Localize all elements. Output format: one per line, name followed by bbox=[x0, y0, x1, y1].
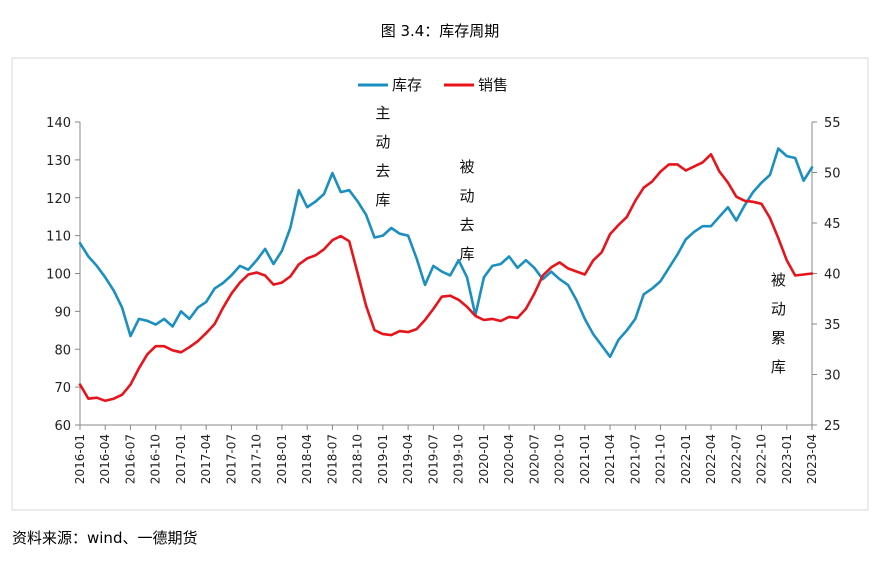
x-tick-label: 2017-07 bbox=[224, 434, 238, 484]
x-tick-label: 2016-01 bbox=[73, 434, 87, 484]
right-tick-label: 50 bbox=[824, 167, 841, 182]
x-tick-label: 2018-07 bbox=[325, 434, 339, 484]
x-tick-label: 2018-04 bbox=[300, 434, 314, 484]
right-tick-label: 55 bbox=[824, 116, 841, 131]
left-tick-label: 110 bbox=[46, 230, 71, 245]
x-tick-label: 2019-10 bbox=[452, 434, 466, 484]
x-tick-label: 2021-07 bbox=[628, 434, 642, 484]
left-tick-label: 130 bbox=[46, 154, 71, 169]
x-tick-label: 2023-01 bbox=[780, 434, 794, 484]
left-tick-label: 80 bbox=[54, 343, 71, 358]
x-tick-label: 2019-07 bbox=[426, 434, 440, 484]
annotation-label: 主动去库 bbox=[375, 104, 390, 209]
x-tick-label: 2020-07 bbox=[527, 434, 541, 484]
left-tick-label: 100 bbox=[46, 268, 71, 283]
x-tick-label: 2022-10 bbox=[755, 434, 769, 484]
x-tick-label: 2021-04 bbox=[603, 434, 617, 484]
x-tick-label: 2019-01 bbox=[376, 434, 390, 484]
source-note: 资料来源：wind、一德期货 bbox=[12, 529, 198, 547]
right-tick-label: 45 bbox=[824, 217, 841, 232]
right-tick-label: 25 bbox=[824, 419, 841, 434]
x-tick-label: 2017-10 bbox=[250, 434, 264, 484]
x-tick-label: 2020-01 bbox=[477, 434, 491, 484]
x-tick-label: 2016-07 bbox=[123, 434, 137, 484]
x-tick-label: 2019-04 bbox=[401, 434, 415, 484]
left-tick-label: 70 bbox=[54, 381, 71, 396]
series-line-inventory bbox=[78, 147, 814, 359]
x-tick-label: 2021-01 bbox=[578, 434, 592, 484]
x-tick-label: 2018-10 bbox=[351, 434, 365, 484]
legend-label-inventory: 库存 bbox=[392, 76, 422, 94]
chart-title: 图 3.4：库存周期 bbox=[380, 22, 500, 40]
x-tick-label: 2017-01 bbox=[174, 434, 188, 484]
x-tick-label: 2022-01 bbox=[679, 434, 693, 484]
left-tick-label: 90 bbox=[54, 305, 71, 320]
right-tick-label: 35 bbox=[824, 318, 841, 333]
x-tick-label: 2018-01 bbox=[275, 434, 289, 484]
annotation-label: 被动累库 bbox=[771, 271, 786, 376]
x-tick-label: 2021-10 bbox=[654, 434, 668, 484]
series-line-sales bbox=[78, 153, 814, 403]
x-tick-label: 2022-04 bbox=[704, 434, 718, 484]
legend-label-sales: 销售 bbox=[478, 76, 508, 94]
x-tick-label: 2020-04 bbox=[502, 434, 516, 484]
x-tick-label: 2020-10 bbox=[553, 434, 567, 484]
x-tick-label: 2016-04 bbox=[98, 434, 112, 484]
left-tick-label: 140 bbox=[46, 116, 71, 131]
left-tick-label: 120 bbox=[46, 192, 71, 207]
right-tick-label: 30 bbox=[824, 369, 841, 384]
x-tick-label: 2022-07 bbox=[729, 434, 743, 484]
chart-frame bbox=[11, 57, 869, 511]
x-tick-label: 2023-04 bbox=[805, 434, 819, 484]
right-tick-label: 40 bbox=[824, 268, 841, 283]
left-tick-label: 60 bbox=[54, 419, 71, 434]
x-tick-label: 2016-10 bbox=[149, 434, 163, 484]
annotation-label: 被动去库 bbox=[460, 158, 475, 263]
x-tick-label: 2017-04 bbox=[199, 434, 213, 484]
